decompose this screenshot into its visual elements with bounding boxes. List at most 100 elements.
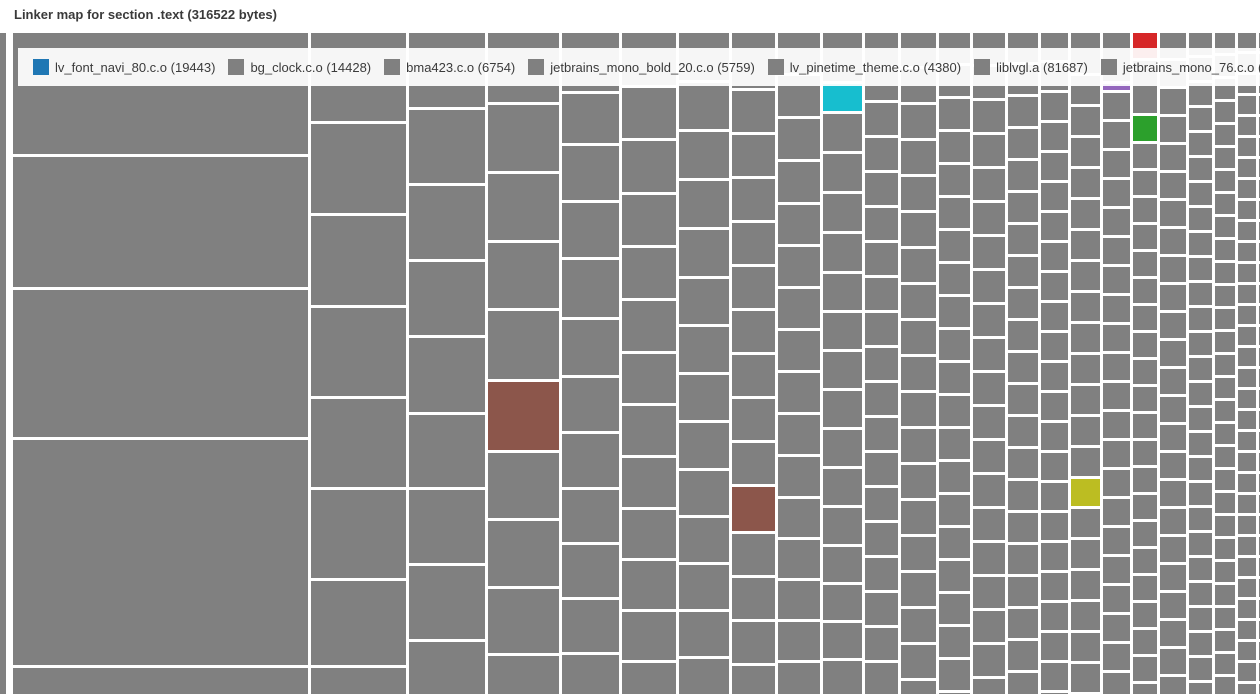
treemap-block[interactable] [865, 593, 898, 625]
treemap-block[interactable] [1103, 122, 1130, 148]
treemap-block[interactable] [901, 141, 936, 174]
treemap-block[interactable] [939, 132, 970, 162]
treemap-block[interactable] [865, 663, 898, 694]
treemap-block[interactable] [1160, 481, 1186, 506]
treemap-block[interactable] [1071, 602, 1100, 630]
treemap-block[interactable] [823, 114, 862, 151]
treemap-block[interactable] [973, 577, 1005, 608]
treemap-block[interactable] [865, 103, 898, 135]
treemap-block[interactable] [939, 528, 970, 558]
treemap-block[interactable] [732, 311, 775, 352]
treemap-block[interactable] [679, 279, 729, 324]
treemap-block[interactable] [732, 267, 775, 308]
treemap-block[interactable] [1238, 369, 1256, 387]
treemap-block[interactable] [1160, 565, 1186, 590]
treemap-block[interactable] [1160, 677, 1186, 694]
treemap-block[interactable] [1238, 243, 1256, 261]
treemap-block[interactable] [973, 237, 1005, 268]
treemap-block[interactable] [823, 623, 862, 658]
treemap-block[interactable] [1160, 593, 1186, 618]
treemap-block[interactable] [1238, 663, 1256, 681]
treemap-block[interactable] [1133, 414, 1157, 438]
treemap-block[interactable] [488, 105, 559, 171]
treemap-block[interactable] [488, 656, 559, 694]
treemap-block[interactable] [778, 499, 820, 537]
treemap-block[interactable] [1133, 198, 1157, 222]
treemap-block[interactable] [778, 457, 820, 496]
treemap-block[interactable] [679, 471, 729, 515]
treemap-block[interactable] [1008, 97, 1038, 126]
treemap-block[interactable] [409, 338, 485, 412]
treemap-block[interactable] [823, 585, 862, 620]
treemap-block[interactable] [562, 146, 619, 200]
treemap-block[interactable] [1041, 153, 1068, 180]
treemap-block[interactable] [1189, 233, 1212, 255]
treemap-block[interactable] [1041, 393, 1068, 420]
treemap-block[interactable] [973, 203, 1005, 234]
treemap-block[interactable] [1238, 117, 1256, 135]
treemap-block[interactable] [778, 289, 820, 328]
treemap-block[interactable] [1041, 273, 1068, 300]
treemap-block[interactable] [1189, 108, 1212, 130]
treemap-block[interactable] [1133, 171, 1157, 195]
treemap-block[interactable] [1238, 201, 1256, 219]
treemap-block[interactable] [1103, 528, 1130, 554]
treemap-block[interactable] [1008, 417, 1038, 446]
treemap-block[interactable] [1103, 238, 1130, 264]
treemap-block[interactable] [13, 290, 308, 437]
treemap-block[interactable] [679, 132, 729, 178]
treemap-block[interactable] [939, 660, 970, 690]
treemap-block[interactable] [865, 488, 898, 520]
treemap-block[interactable] [1041, 123, 1068, 150]
treemap-block[interactable] [1008, 513, 1038, 542]
treemap-block[interactable] [1160, 173, 1186, 198]
treemap-block[interactable] [1041, 543, 1068, 570]
treemap-block[interactable] [1103, 644, 1130, 670]
treemap-block[interactable] [732, 399, 775, 440]
treemap-block[interactable] [939, 396, 970, 426]
treemap-block[interactable] [622, 663, 676, 694]
treemap-block[interactable] [1215, 309, 1235, 329]
treemap-block[interactable] [311, 490, 406, 578]
treemap-block[interactable] [1160, 537, 1186, 562]
treemap-block[interactable] [679, 565, 729, 609]
treemap-block[interactable] [1133, 441, 1157, 465]
treemap-block[interactable] [1189, 383, 1212, 405]
treemap-block[interactable] [679, 230, 729, 276]
treemap-block[interactable] [1133, 549, 1157, 573]
treemap-block-highlight[interactable] [488, 382, 559, 450]
treemap-block[interactable] [1189, 208, 1212, 230]
treemap-block-highlight[interactable] [1133, 116, 1157, 141]
treemap-block[interactable] [1238, 579, 1256, 597]
treemap-block[interactable] [1238, 537, 1256, 555]
treemap-block[interactable] [409, 110, 485, 183]
treemap-block[interactable] [1133, 360, 1157, 384]
treemap-block[interactable] [1160, 313, 1186, 338]
treemap-block[interactable] [778, 663, 820, 694]
treemap-block[interactable] [1238, 96, 1256, 114]
treemap-block-highlight[interactable] [1103, 84, 1130, 90]
treemap-block[interactable] [973, 305, 1005, 336]
treemap-block[interactable] [1238, 600, 1256, 618]
treemap-block[interactable] [679, 327, 729, 372]
treemap-block[interactable] [823, 274, 862, 310]
treemap-block[interactable] [1008, 321, 1038, 350]
treemap-block[interactable] [1103, 296, 1130, 322]
treemap-block[interactable] [1041, 183, 1068, 210]
treemap-block[interactable] [1133, 333, 1157, 357]
treemap-block[interactable] [1189, 83, 1212, 105]
treemap-block[interactable] [409, 415, 485, 487]
treemap-block[interactable] [1103, 93, 1130, 119]
treemap-block[interactable] [973, 271, 1005, 302]
legend-item[interactable]: jetbrains_mono_bold_20.c.o (5759) [528, 59, 755, 75]
treemap-block[interactable] [622, 195, 676, 245]
treemap-block[interactable] [1189, 458, 1212, 480]
treemap-block[interactable] [823, 234, 862, 271]
treemap-block[interactable] [488, 521, 559, 586]
treemap-block[interactable] [562, 320, 619, 375]
treemap-block[interactable] [1215, 631, 1235, 651]
treemap-block[interactable] [1041, 453, 1068, 480]
treemap-block[interactable] [311, 124, 406, 213]
treemap-block[interactable] [732, 622, 775, 663]
treemap-block[interactable] [1238, 180, 1256, 198]
